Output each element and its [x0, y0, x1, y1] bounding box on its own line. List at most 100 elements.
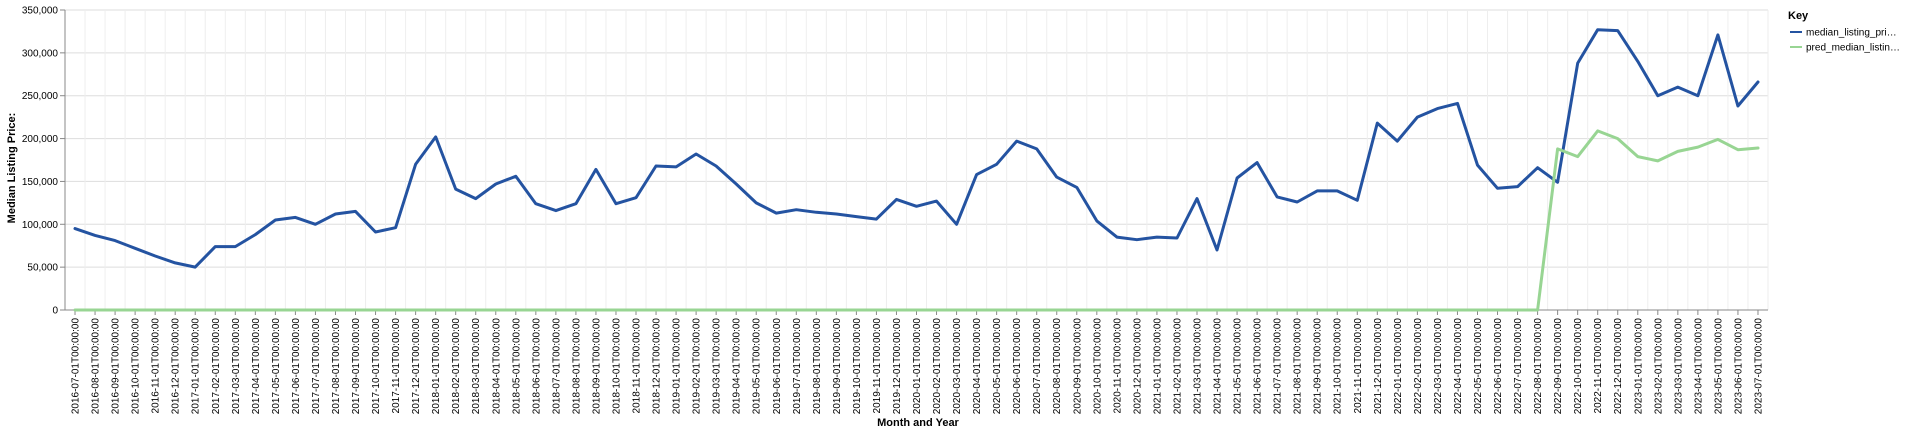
y-tick-label: 100,000: [22, 220, 59, 231]
x-tick-label: 2019-04-01T00:00:00: [732, 318, 743, 415]
x-tick-label: 2017-08-01T00:00:00: [331, 318, 342, 415]
x-tick-label: 2017-07-01T00:00:00: [311, 318, 322, 415]
legend: Key median_listing_pri… pred_median_listi…: [1788, 10, 1900, 54]
x-tick-label: 2022-02-01T00:00:00: [1413, 318, 1424, 415]
x-tick-label: 2017-12-01T00:00:00: [411, 318, 422, 415]
legend-title: Key: [1788, 10, 1809, 22]
x-tick-label: 2018-04-01T00:00:00: [491, 318, 502, 415]
x-tick-label: 2018-08-01T00:00:00: [571, 318, 582, 415]
x-tick-label: 2023-07-01T00:00:00: [1753, 318, 1764, 415]
x-tick-label: 2022-07-01T00:00:00: [1513, 318, 1524, 415]
series-line-2: [73, 129, 1760, 312]
x-tick-label: 2016-12-01T00:00:00: [171, 318, 182, 415]
x-tick-label: 2020-05-01T00:00:00: [992, 318, 1003, 415]
x-tick-label: 2021-07-01T00:00:00: [1273, 318, 1284, 415]
x-tick-label: 2022-08-01T00:00:00: [1533, 318, 1544, 415]
x-tick-label: 2020-11-01T00:00:00: [1112, 318, 1123, 414]
x-tick-label: 2021-02-01T00:00:00: [1172, 318, 1183, 415]
x-tick-label: 2022-10-01T00:00:00: [1573, 318, 1584, 415]
x-tick-label: 2016-10-01T00:00:00: [131, 318, 142, 415]
x-tick-label: 2022-05-01T00:00:00: [1473, 318, 1484, 415]
series-lines: [73, 28, 1760, 312]
grid-lines: [64, 9, 1769, 311]
x-tick-label: 2021-11-01T00:00:00: [1353, 318, 1364, 414]
x-tick-label: 2023-02-01T00:00:00: [1653, 318, 1664, 415]
x-tick-label: 2020-08-01T00:00:00: [1052, 318, 1063, 415]
x-tick-label: 2018-10-01T00:00:00: [611, 318, 622, 415]
x-tick-label: 2021-10-01T00:00:00: [1333, 318, 1344, 415]
x-tick-label: 2022-01-01T00:00:00: [1393, 318, 1404, 415]
x-tick-label: 2019-03-01T00:00:00: [712, 318, 723, 415]
x-tick-label: 2023-04-01T00:00:00: [1693, 318, 1704, 415]
x-tick-label: 2017-03-01T00:00:00: [231, 318, 242, 415]
x-tick-label: 2016-07-01T00:00:00: [71, 318, 82, 415]
x-tick-label: 2021-05-01T00:00:00: [1233, 318, 1244, 415]
x-tick-label: 2016-09-01T00:00:00: [111, 318, 122, 415]
y-tick-label: 250,000: [22, 91, 59, 102]
x-tick-label: 2022-04-01T00:00:00: [1453, 318, 1464, 415]
legend-label: pred_median_listin…: [1806, 43, 1900, 54]
x-tick-label: 2018-02-01T00:00:00: [451, 318, 462, 415]
x-tick-label: 2018-05-01T00:00:00: [511, 318, 522, 415]
x-tick-label: 2019-02-01T00:00:00: [692, 318, 703, 415]
x-tick-label: 2018-11-01T00:00:00: [632, 318, 643, 414]
x-tick-label: 2021-08-01T00:00:00: [1293, 318, 1304, 415]
x-tick-label: 2020-02-01T00:00:00: [932, 318, 943, 415]
y-tick-label: 0: [52, 306, 58, 317]
x-tick-label: 2017-10-01T00:00:00: [371, 318, 382, 415]
x-tick-label: 2023-03-01T00:00:00: [1673, 318, 1684, 415]
x-tick-label: 2021-04-01T00:00:00: [1213, 318, 1224, 415]
x-tick-label: 2022-09-01T00:00:00: [1553, 318, 1564, 415]
x-tick-label: 2023-06-01T00:00:00: [1733, 318, 1744, 415]
x-tick-label: 2018-07-01T00:00:00: [551, 318, 562, 415]
y-axis-title: Median Listing Price:: [6, 113, 18, 224]
x-tick-label: 2020-09-01T00:00:00: [1072, 318, 1083, 415]
x-axis-title: Month and Year: [877, 417, 959, 429]
x-tick-label: 2017-02-01T00:00:00: [211, 318, 222, 415]
series-line-1: [73, 28, 1760, 269]
x-tick-label: 2020-03-01T00:00:00: [952, 318, 963, 415]
x-tick-label: 2017-06-01T00:00:00: [291, 318, 302, 415]
x-tick-label: 2019-08-01T00:00:00: [812, 318, 823, 415]
x-tick-label: 2019-12-01T00:00:00: [892, 318, 903, 415]
x-tick-label: 2022-03-01T00:00:00: [1433, 318, 1444, 415]
x-tick-label: 2019-10-01T00:00:00: [852, 318, 863, 415]
x-tick-label: 2018-06-01T00:00:00: [531, 318, 542, 415]
x-tick-label: 2018-09-01T00:00:00: [591, 318, 602, 415]
x-tick-label: 2018-12-01T00:00:00: [652, 318, 663, 415]
x-tick-label: 2022-11-01T00:00:00: [1593, 318, 1604, 414]
axes: 0 50,000 100,000 150,000 200,000 250,000 300,0…: [22, 6, 1768, 415]
x-tick-label: 2017-11-01T00:00:00: [391, 318, 402, 414]
x-tick-label: 2020-01-01T00:00:00: [912, 318, 923, 415]
x-tick-label: 2021-09-01T00:00:00: [1313, 318, 1324, 415]
y-tick-label: 350,000: [22, 6, 59, 17]
y-tick-label: 300,000: [22, 48, 59, 59]
x-tick-label: 2021-06-01T00:00:00: [1253, 318, 1264, 415]
legend-label: median_listing_pri…: [1806, 28, 1897, 39]
x-tick-label: 2020-06-01T00:00:00: [1012, 318, 1023, 415]
y-tick-label: 150,000: [22, 177, 59, 188]
x-tick-label: 2023-01-01T00:00:00: [1633, 318, 1644, 415]
x-tick-label: 2020-07-01T00:00:00: [1032, 318, 1043, 415]
x-tick-label: 2019-09-01T00:00:00: [832, 318, 843, 415]
x-tick-label: 2019-11-01T00:00:00: [872, 318, 883, 414]
y-tick-label: 50,000: [27, 263, 58, 274]
x-tick-label: 2022-06-01T00:00:00: [1493, 318, 1504, 415]
x-tick-label: 2022-12-01T00:00:00: [1613, 318, 1624, 415]
x-tick-label: 2019-01-01T00:00:00: [672, 318, 683, 415]
x-tick-label: 2018-03-01T00:00:00: [471, 318, 482, 415]
x-tick-label: 2017-01-01T00:00:00: [191, 318, 202, 415]
x-tick-label: 2021-12-01T00:00:00: [1373, 318, 1384, 415]
x-tick-label: 2021-03-01T00:00:00: [1192, 318, 1203, 415]
y-tick-label: 200,000: [22, 134, 59, 145]
x-tick-label: 2018-01-01T00:00:00: [431, 318, 442, 415]
x-tick-label: 2017-04-01T00:00:00: [251, 318, 262, 415]
x-tick-label: 2017-09-01T00:00:00: [351, 318, 362, 415]
x-tick-label: 2023-05-01T00:00:00: [1713, 318, 1724, 415]
x-tick-label: 2020-12-01T00:00:00: [1132, 318, 1143, 415]
x-tick-label: 2016-11-01T00:00:00: [151, 318, 162, 414]
x-tick-label: 2019-05-01T00:00:00: [752, 318, 763, 415]
x-tick-label: 2020-04-01T00:00:00: [972, 318, 983, 415]
